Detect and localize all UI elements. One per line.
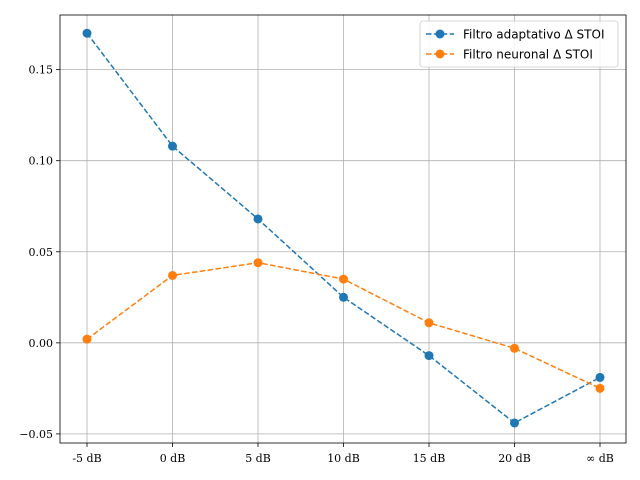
legend-entry-2: Filtro neuronal Δ STOI: [426, 48, 593, 62]
y-tick-label: 0.00: [29, 337, 54, 350]
x-axis-ticks: -5 dB 0 dB 5 dB 10 dB 15 dB 20 dB ∞ dB: [72, 443, 614, 465]
x-tick-label: 10 dB: [327, 452, 360, 465]
data-point: [82, 28, 92, 38]
x-tick-label: 5 dB: [245, 452, 271, 465]
series-2: [82, 258, 605, 393]
data-point: [253, 258, 263, 268]
x-tick-label: -5 dB: [72, 452, 101, 465]
x-tick-label: 20 dB: [498, 452, 531, 465]
plot-frame: [59, 14, 627, 444]
data-point: [595, 383, 605, 393]
data-point: [168, 270, 177, 280]
legend-entry-1: Filtro adaptativo Δ STOI: [426, 28, 604, 42]
data-point: [424, 351, 434, 361]
legend-marker: [435, 49, 445, 59]
y-tick-label: 0.05: [29, 246, 54, 259]
y-tick-label: 0.15: [29, 64, 54, 77]
x-tick-label: 15 dB: [413, 452, 446, 465]
legend: Filtro adaptativo Δ STOI Filtro neuronal …: [419, 20, 619, 68]
data-point: [339, 292, 348, 302]
y-tick-label: −0.05: [19, 428, 53, 441]
data-point: [595, 372, 605, 382]
legend-label: Filtro adaptativo Δ STOI: [463, 28, 604, 42]
data-point: [253, 214, 263, 224]
data-point: [510, 418, 519, 428]
y-tick-label: 0.10: [29, 155, 54, 168]
data-point: [82, 334, 92, 344]
data-point: [168, 141, 177, 151]
legend-marker: [435, 29, 445, 39]
data-point: [339, 274, 348, 284]
data-point: [424, 318, 434, 328]
legend-box: [419, 20, 619, 68]
x-tick-label: ∞ dB: [586, 452, 614, 465]
grid: [60, 15, 626, 443]
series-1: [82, 28, 605, 428]
x-tick-label: 0 dB: [160, 452, 186, 465]
legend-label: Filtro neuronal Δ STOI: [463, 48, 593, 62]
data-point: [510, 343, 519, 353]
y-axis-ticks: 0.15 0.10 0.05 0.00 −0.05: [19, 64, 60, 441]
series-layer: [82, 28, 605, 428]
